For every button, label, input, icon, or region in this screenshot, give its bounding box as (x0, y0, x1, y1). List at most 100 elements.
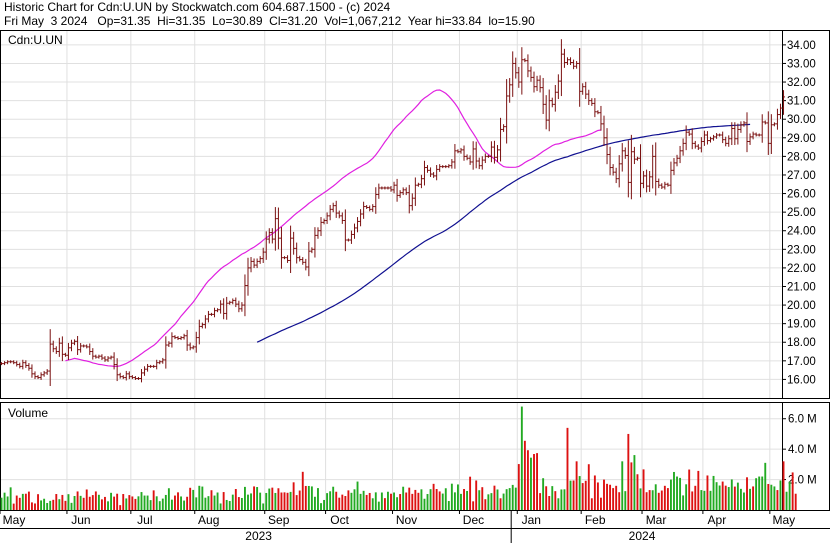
price-bar (100, 354, 104, 361)
price-bar (404, 187, 408, 196)
volume-bar (359, 493, 362, 510)
volume-bar (761, 476, 764, 510)
price-bar (63, 352, 67, 357)
price-bar (6, 360, 10, 365)
price-bar (587, 89, 591, 105)
volume-bar (250, 493, 252, 510)
price-bar (663, 181, 667, 190)
price-bar (70, 339, 74, 352)
volume-bar (222, 492, 225, 510)
volume-bar (438, 491, 441, 510)
month-label: Dec (463, 513, 484, 527)
volume-bar (396, 497, 399, 510)
price-bar (136, 376, 140, 380)
price-bar (693, 140, 697, 149)
volume-bar (362, 490, 365, 510)
price-bar (705, 131, 709, 145)
volume-bar (177, 492, 179, 510)
volume-bar (447, 501, 450, 510)
price-bar (45, 369, 49, 375)
volume-bar (706, 475, 709, 510)
price-bar (356, 217, 360, 233)
volume-bar (67, 494, 70, 510)
price-bar (556, 74, 560, 100)
volume-bar (161, 498, 164, 510)
volume-bar (213, 495, 216, 510)
price-bar (474, 141, 478, 169)
volume-label: Volume (8, 406, 48, 420)
price-bar (24, 360, 28, 368)
price-bar (690, 128, 694, 150)
price-bar (757, 133, 761, 137)
price-bar (170, 332, 174, 348)
price-tick-label: 22.00 (787, 263, 816, 275)
price-bar (252, 258, 256, 269)
price-bar (133, 376, 137, 380)
price-bar (383, 186, 387, 190)
volume-bar (536, 453, 538, 510)
price-bar (775, 108, 779, 130)
volume-bar (268, 488, 271, 510)
price-bar (593, 98, 597, 118)
price-bar (666, 182, 670, 187)
price-bar (657, 178, 661, 189)
price-bar (733, 122, 737, 146)
volume-bar (530, 457, 532, 510)
price-bar (289, 225, 293, 274)
price-bar (267, 228, 271, 244)
volume-bar (371, 498, 374, 510)
volume-bar (444, 488, 447, 510)
price-bar (343, 209, 347, 252)
volume-bar (368, 492, 371, 510)
volume-bar (207, 496, 210, 510)
volume-bar (298, 490, 301, 510)
volume-bar (116, 493, 119, 510)
volume-bar (24, 493, 27, 510)
price-bar (532, 71, 536, 93)
price-bar (602, 115, 606, 147)
price-bar (550, 97, 554, 108)
volume-bar (606, 483, 608, 510)
volume-bar (539, 493, 542, 510)
price-bar (334, 200, 338, 218)
price-bar (736, 123, 740, 145)
volume-bar (201, 486, 204, 510)
volume-bar (408, 487, 411, 510)
volume-bar (581, 483, 584, 510)
price-bar (511, 51, 515, 97)
volume-bar (271, 487, 274, 510)
volume-bar (666, 488, 669, 510)
price-bar (462, 145, 466, 161)
price-bar (66, 342, 70, 361)
volume-bar (694, 485, 697, 510)
volume-bar (107, 501, 109, 510)
volume-bar (420, 489, 423, 510)
volume-bar (335, 491, 338, 510)
price-bar (295, 242, 299, 264)
price-bar (778, 103, 782, 119)
price-bar (538, 75, 542, 93)
price-bar (565, 57, 569, 65)
price-bar (51, 340, 55, 353)
price-bar (432, 172, 436, 178)
price-bar (447, 164, 451, 169)
price-bar (718, 133, 722, 137)
volume-bar (256, 487, 259, 510)
volume-bar (180, 496, 182, 510)
price-bar (243, 274, 247, 317)
price-bar (362, 201, 366, 219)
price-bar (392, 181, 396, 194)
volume-bar (560, 489, 563, 510)
volume-bar (630, 462, 633, 510)
volume-bar (277, 488, 280, 510)
price-bar (200, 322, 204, 329)
volume-bar (657, 492, 660, 510)
price-bar (562, 48, 566, 68)
price-bar (724, 136, 728, 147)
volume-bar (411, 493, 414, 510)
volume-bar (593, 475, 596, 510)
volume-bar (110, 492, 113, 510)
volume-bar (259, 492, 262, 510)
volume-bar (40, 500, 43, 510)
